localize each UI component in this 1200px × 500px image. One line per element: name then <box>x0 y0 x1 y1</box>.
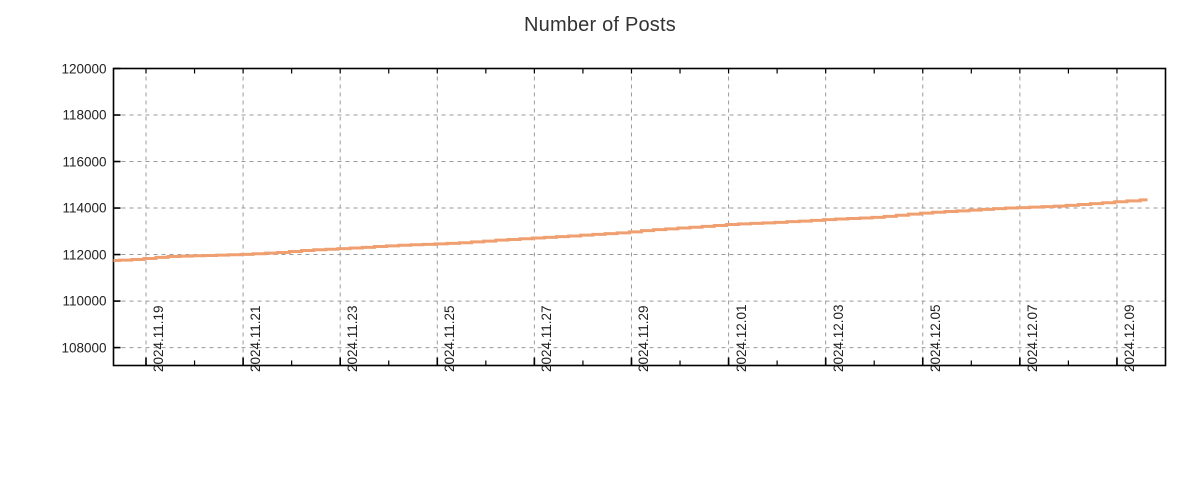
axis-ticks <box>113 67 1118 366</box>
y-axis-tick-label: 108000 <box>61 340 107 356</box>
series-line-number-of-posts <box>113 198 1148 262</box>
x-axis-tick-label: 2024.11.29 <box>636 305 652 372</box>
x-axis-tick-label: 2024.11.23 <box>345 305 361 372</box>
gridlines <box>113 68 1166 366</box>
x-axis-tick-label: 2024.11.21 <box>248 305 264 372</box>
x-axis-tick-label: 2024.11.27 <box>539 305 555 372</box>
plot-border <box>112 67 1167 367</box>
y-axis-tick-label: 116000 <box>62 154 107 170</box>
y-axis-tick-label: 110000 <box>62 293 107 309</box>
x-axis-tick-label: 2024.12.01 <box>733 304 749 372</box>
y-axis-tick-label: 118000 <box>62 107 107 123</box>
x-axis-tick-label: 2024.11.19 <box>151 305 166 372</box>
y-axis-tick-label: 120000 <box>61 61 107 76</box>
y-axis-tick-label: 112000 <box>62 247 107 263</box>
x-axis-tick-label: 2024.12.05 <box>927 304 943 372</box>
y-axis-tick-label: 114000 <box>62 200 107 216</box>
x-axis-tick-label: 2024.12.09 <box>1121 304 1137 372</box>
x-axis-tick-label: 2024.11.25 <box>442 305 458 372</box>
plot-frame <box>112 67 1167 367</box>
data-series <box>113 198 1148 262</box>
x-axis-tick-label: 2024.12.03 <box>830 304 846 372</box>
chart-title: Number of Posts <box>524 14 676 36</box>
x-axis-tick-label: 2024.12.07 <box>1024 304 1040 372</box>
